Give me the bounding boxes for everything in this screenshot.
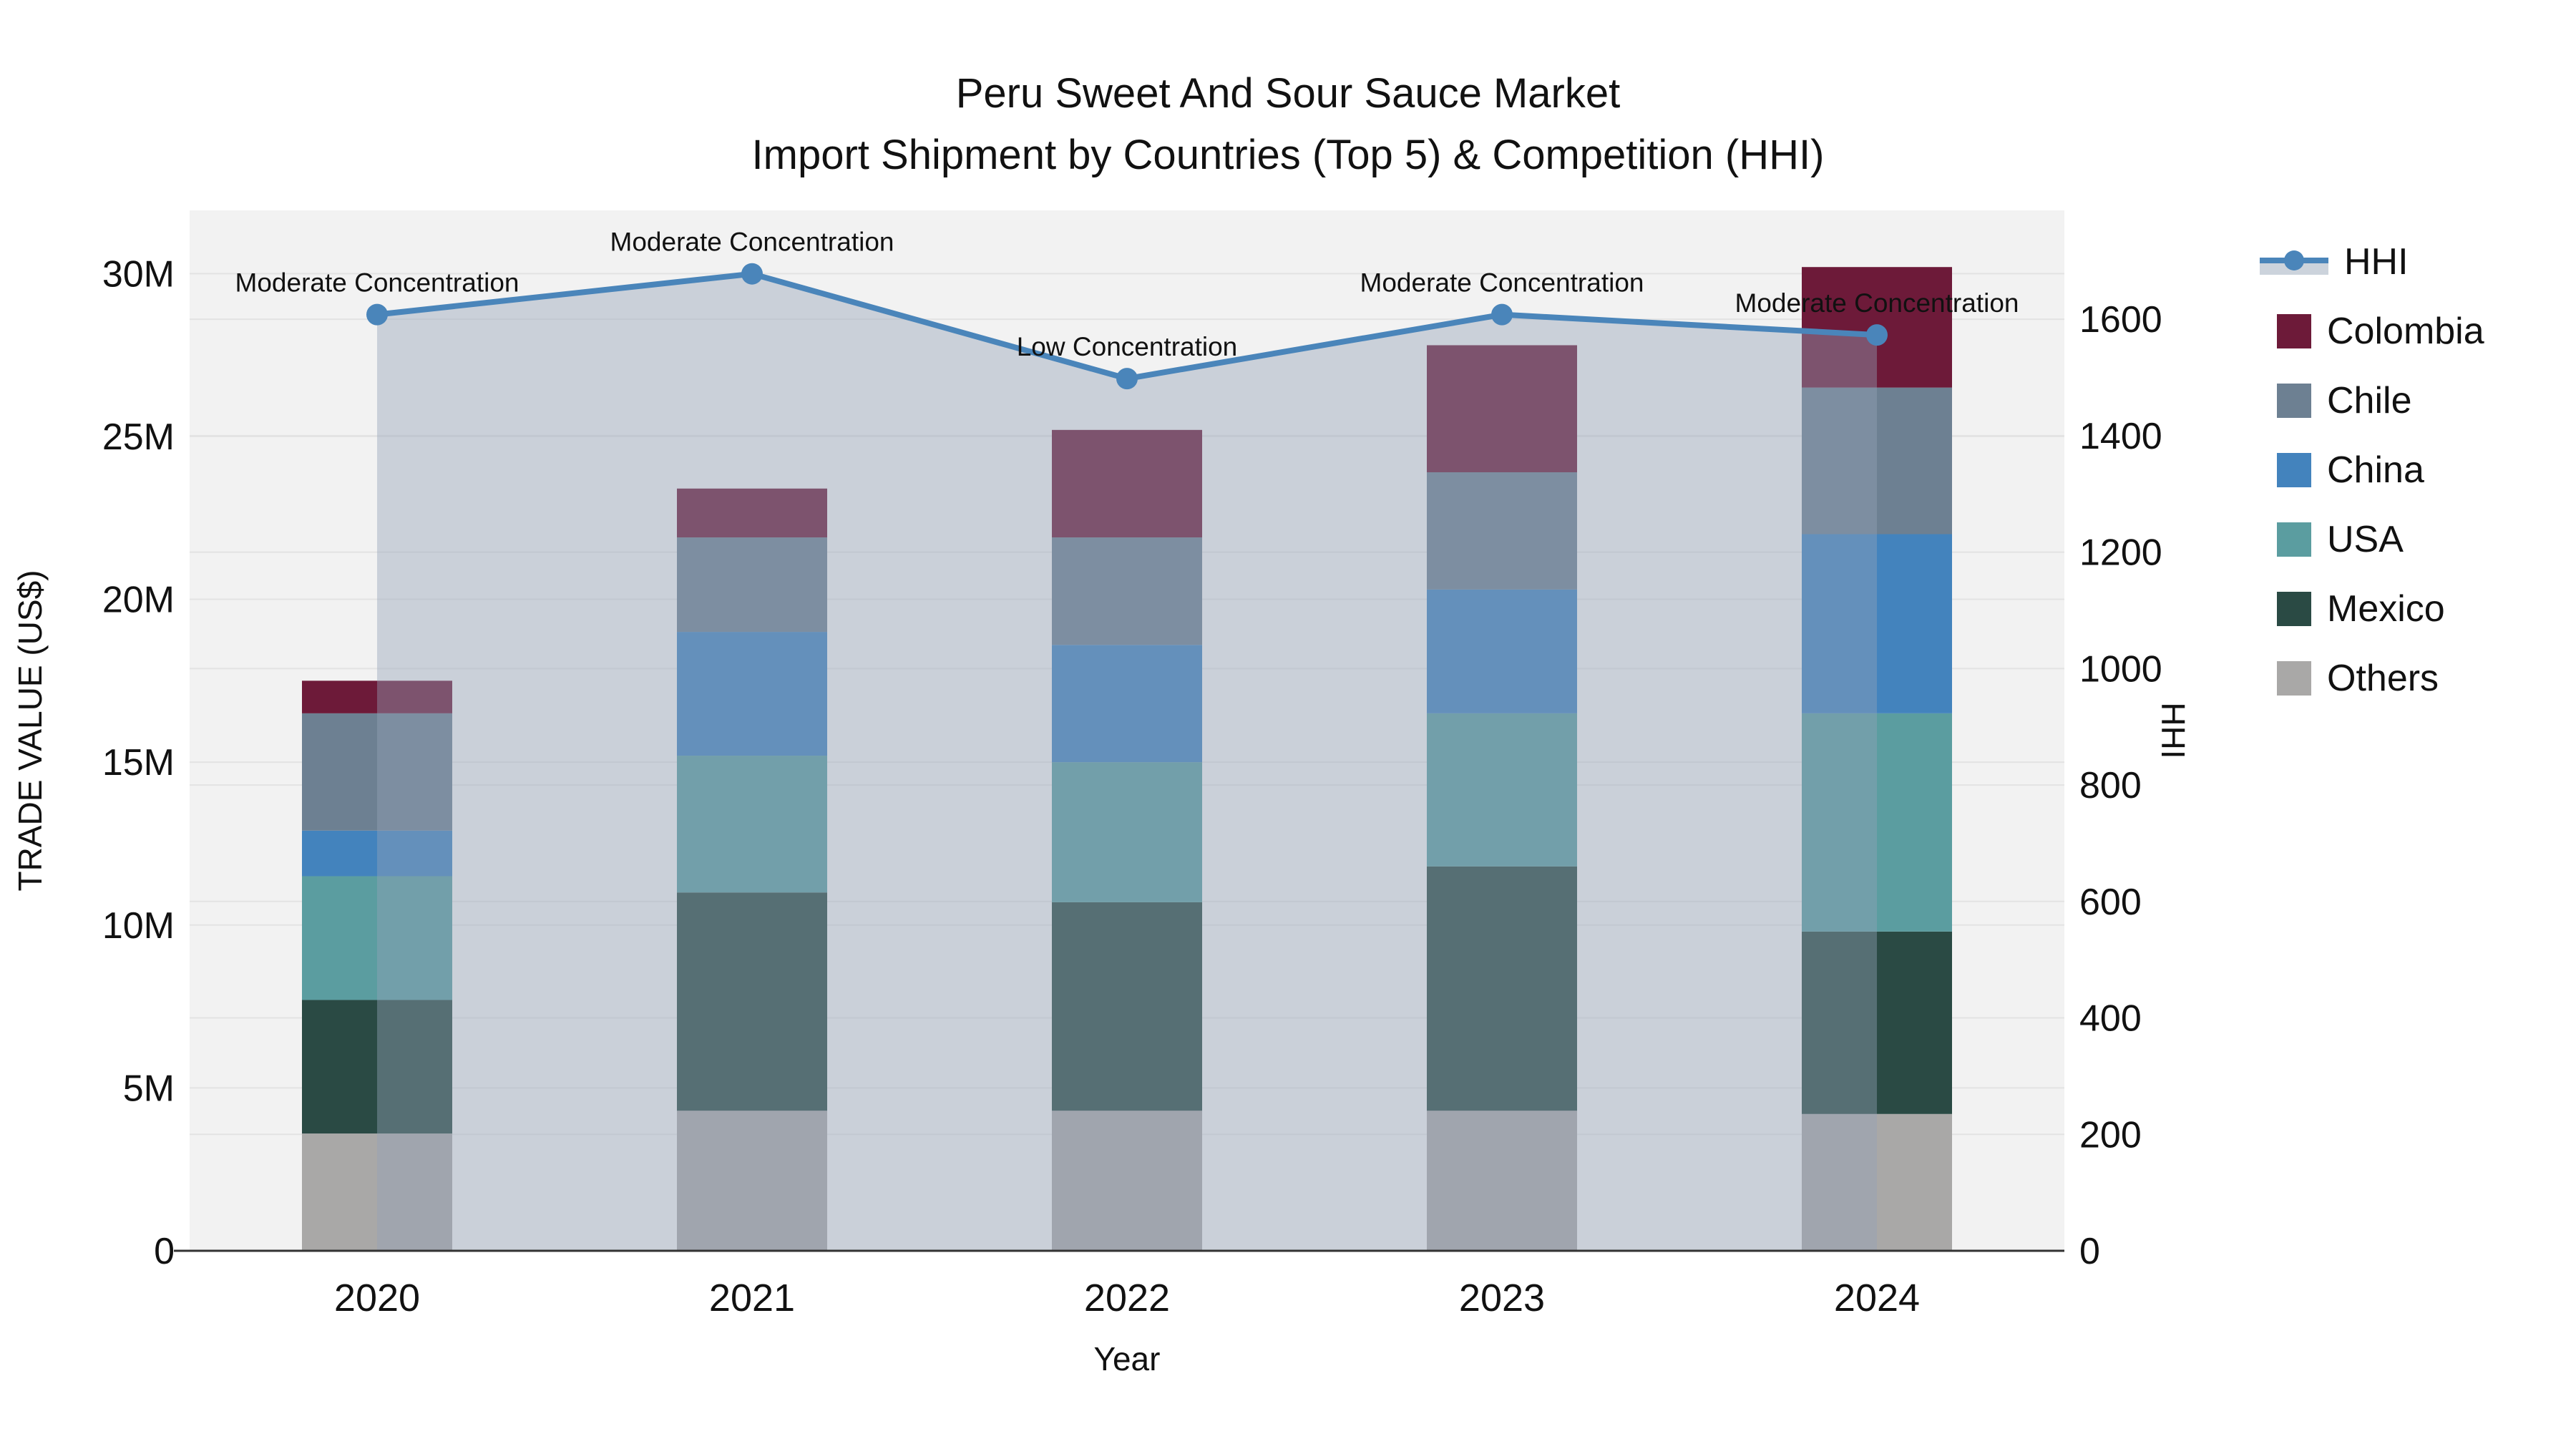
hhi-marker-2023[interactable]: [1491, 303, 1513, 326]
bar-segment-chile-2020[interactable]: [302, 713, 452, 831]
bar-segment-mexico-2023[interactable]: [1427, 866, 1577, 1111]
annotation-2023: Moderate Concentration: [1360, 268, 1644, 298]
left-tick-label: 20M: [102, 580, 175, 621]
hhi-marker-dot: [2284, 250, 2304, 270]
legend: HHI Colombia Chile China USA Mexico Othe…: [2260, 227, 2484, 713]
bar-segment-colombia-2023[interactable]: [1427, 345, 1577, 473]
bar-segment-colombia-2021[interactable]: [677, 488, 827, 538]
bar-segment-chile-2022[interactable]: [1052, 537, 1202, 645]
hhi-marker-2021[interactable]: [741, 263, 763, 285]
left-tick-label: 0: [154, 1231, 175, 1272]
left-tick-label: 30M: [102, 253, 175, 295]
bar-segment-mexico-2024[interactable]: [1802, 931, 1952, 1114]
x-tick-label-2022: 2022: [1084, 1277, 1170, 1319]
right-tick-label: 800: [2079, 765, 2142, 806]
x-tick-label-2021: 2021: [709, 1277, 795, 1319]
left-tick-label: 10M: [102, 905, 175, 947]
right-axis-title: HHI: [2155, 702, 2192, 759]
hhi-marker-2024[interactable]: [1866, 324, 1888, 346]
bar-segment-usa-2023[interactable]: [1427, 713, 1577, 867]
bar-segment-china-2021[interactable]: [677, 632, 827, 756]
bar-segment-chile-2021[interactable]: [677, 537, 827, 633]
colombia-swatch-icon: [2277, 313, 2311, 348]
right-tick-label: 400: [2079, 998, 2142, 1040]
hhi-line-swatch-icon: [2260, 245, 2328, 279]
right-tick-label: 0: [2079, 1231, 2100, 1272]
x-tick-label-2020: 2020: [334, 1277, 420, 1319]
bar-segment-usa-2021[interactable]: [677, 756, 827, 893]
left-tick-label: 15M: [102, 742, 175, 784]
annotation-2024: Moderate Concentration: [1735, 288, 2019, 318]
bar-segment-mexico-2021[interactable]: [677, 892, 827, 1111]
legend-item-hhi[interactable]: HHI: [2260, 227, 2484, 296]
legend-label: USA: [2327, 518, 2404, 560]
others-swatch-icon: [2277, 660, 2311, 696]
left-tick-label: 5M: [123, 1068, 175, 1109]
bar-segment-china-2024[interactable]: [1802, 534, 1952, 713]
bar-segment-colombia-2022[interactable]: [1052, 429, 1202, 538]
bar-segment-china-2023[interactable]: [1427, 589, 1577, 713]
annotation-2021: Moderate Concentration: [610, 228, 894, 257]
bar-segment-others-2021[interactable]: [677, 1111, 827, 1251]
hhi-marker-2022[interactable]: [1116, 368, 1138, 390]
hhi-area-fill: [377, 273, 1877, 1252]
bar-segment-others-2024[interactable]: [1802, 1113, 1952, 1251]
bar-segment-china-2020[interactable]: [302, 830, 452, 877]
bar-segment-others-2023[interactable]: [1427, 1111, 1577, 1251]
legend-item-colombia[interactable]: Colombia: [2260, 296, 2484, 366]
legend-label: Chile: [2327, 379, 2412, 421]
bar-segment-chile-2024[interactable]: [1802, 387, 1952, 535]
legend-label: China: [2327, 449, 2424, 491]
bar-segment-mexico-2020[interactable]: [302, 1000, 452, 1134]
usa-swatch-icon: [2277, 522, 2311, 557]
right-tick-label: 1400: [2079, 416, 2162, 457]
legend-item-china[interactable]: China: [2260, 435, 2484, 504]
x-tick-label-2023: 2023: [1459, 1277, 1545, 1319]
bar-segment-usa-2020[interactable]: [302, 876, 452, 1000]
x-axis-title: Year: [1093, 1340, 1161, 1377]
legend-item-usa[interactable]: USA: [2260, 504, 2484, 574]
legend-label: Mexico: [2327, 587, 2445, 630]
hhi-marker-2020[interactable]: [366, 303, 388, 326]
bar-segment-usa-2022[interactable]: [1052, 762, 1202, 902]
bar-segment-others-2020[interactable]: [302, 1133, 452, 1251]
chart-title-line2: Import Shipment by Countries (Top 5) & C…: [751, 132, 1825, 178]
annotation-2022: Low Concentration: [1017, 332, 1238, 361]
right-tick-label: 600: [2079, 882, 2142, 923]
left-axis-title: TRADE VALUE (US$): [11, 570, 49, 892]
right-tick-label: 200: [2079, 1114, 2142, 1156]
bar-segment-chile-2023[interactable]: [1427, 472, 1577, 590]
bar-segment-mexico-2022[interactable]: [1052, 902, 1202, 1111]
right-tick-label: 1600: [2079, 299, 2162, 341]
chart-title-line1: Peru Sweet And Sour Sauce Market: [955, 70, 1621, 117]
chile-swatch-icon: [2277, 383, 2311, 418]
legend-label: Colombia: [2327, 310, 2484, 352]
left-tick-label: 25M: [102, 416, 175, 458]
annotation-2020: Moderate Concentration: [235, 268, 519, 298]
legend-item-mexico[interactable]: Mexico: [2260, 574, 2484, 643]
bar-segment-usa-2024[interactable]: [1802, 713, 1952, 932]
legend-item-others[interactable]: Others: [2260, 643, 2484, 713]
bar-segment-china-2022[interactable]: [1052, 645, 1202, 763]
legend-label: Others: [2327, 657, 2439, 699]
bar-segment-others-2022[interactable]: [1052, 1111, 1202, 1251]
right-tick-label: 1200: [2079, 532, 2162, 574]
china-swatch-icon: [2277, 452, 2311, 487]
legend-item-chile[interactable]: Chile: [2260, 366, 2484, 435]
legend-label: HHI: [2344, 240, 2409, 283]
mexico-swatch-icon: [2277, 591, 2311, 626]
bar-segment-colombia-2020[interactable]: [302, 680, 452, 713]
right-tick-label: 1000: [2079, 648, 2162, 690]
x-tick-label-2024: 2024: [1834, 1277, 1920, 1319]
